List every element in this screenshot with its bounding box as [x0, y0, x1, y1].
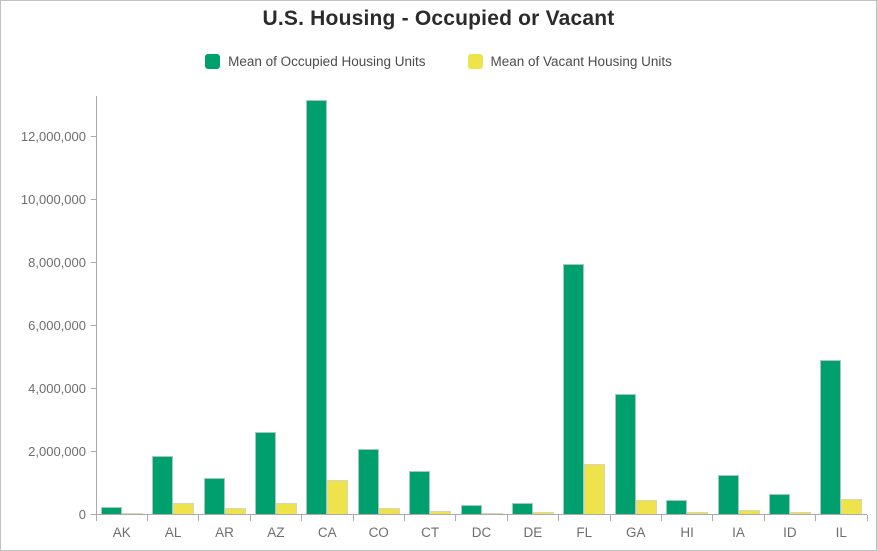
bar-co-vacant[interactable]	[378, 508, 400, 514]
y-axis-tick	[91, 198, 96, 200]
x-axis-line	[96, 514, 867, 515]
bar-ar-occupied[interactable]	[203, 478, 225, 514]
y-axis-tick-label: 8,000,000	[28, 254, 86, 270]
x-axis-tick	[866, 515, 868, 521]
x-axis-category-label: IA	[732, 525, 745, 540]
x-axis-category-label: GA	[625, 525, 646, 540]
x-axis-tick	[455, 515, 457, 521]
bar-id-occupied[interactable]	[768, 494, 790, 514]
x-axis-category-label: HI	[680, 525, 694, 540]
bar-dc-vacant[interactable]	[481, 513, 503, 514]
bar-dc-occupied[interactable]	[460, 505, 482, 514]
x-axis-category-label: CO	[368, 525, 389, 540]
y-axis-tick	[91, 513, 96, 515]
y-axis-tick-label: 0	[78, 506, 86, 522]
occupied-swatch-icon	[205, 54, 221, 69]
bar-fl-vacant[interactable]	[584, 464, 606, 514]
bar-ia-vacant[interactable]	[738, 510, 760, 514]
bar-il-occupied[interactable]	[820, 360, 842, 514]
bar-az-vacant[interactable]	[275, 503, 297, 514]
x-axis-category-label: AL	[164, 525, 182, 540]
y-axis-tick	[91, 261, 96, 263]
y-axis-tick	[91, 324, 96, 326]
bar-de-vacant[interactable]	[532, 512, 554, 514]
x-axis-tick	[249, 515, 251, 521]
legend-label-occupied: Mean of Occupied Housing Units	[228, 54, 426, 69]
bar-hi-vacant[interactable]	[687, 512, 709, 514]
y-axis-tick	[91, 387, 96, 389]
y-axis-tick-label: 6,000,000	[28, 317, 86, 333]
x-axis-tick	[712, 515, 714, 521]
bar-ct-occupied[interactable]	[409, 471, 431, 514]
x-axis-tick	[146, 515, 148, 521]
bar-al-vacant[interactable]	[173, 503, 195, 514]
y-axis-tick-label: 4,000,000	[28, 380, 86, 396]
y-axis-tick	[91, 135, 96, 137]
bar-hi-occupied[interactable]	[666, 500, 688, 514]
x-axis-tick	[352, 515, 354, 521]
bar-co-occupied[interactable]	[357, 449, 379, 514]
legend-item-vacant[interactable]: Mean of Vacant Housing Units	[467, 54, 672, 69]
legend-item-occupied[interactable]: Mean of Occupied Housing Units	[205, 54, 426, 69]
legend-label-vacant: Mean of Vacant Housing Units	[490, 54, 672, 69]
x-axis-category-label: DE	[523, 525, 543, 540]
bar-ga-occupied[interactable]	[614, 394, 636, 514]
x-axis-category-label: ID	[783, 525, 797, 540]
plot-area: 0 2,000,000 4,000,000 6,000,000 8,000,000 10,…	[21, 96, 868, 540]
x-axis-category-label: AR	[215, 525, 234, 540]
bar-il-vacant[interactable]	[841, 499, 863, 514]
bar-ak-occupied[interactable]	[100, 507, 122, 514]
bar-ct-vacant[interactable]	[430, 511, 452, 514]
bar-ga-vacant[interactable]	[635, 500, 657, 514]
bar-de-occupied[interactable]	[511, 503, 533, 514]
chart-title: U.S. Housing - Occupied or Vacant	[262, 7, 615, 30]
x-axis-tick	[609, 515, 611, 521]
x-axis-category-label: CT	[421, 525, 440, 540]
bar-ca-occupied[interactable]	[306, 100, 328, 514]
x-axis-category-label: AK	[112, 525, 131, 540]
x-axis-category-label: FL	[576, 525, 593, 540]
x-axis-tick	[660, 515, 662, 521]
bar-ak-vacant[interactable]	[121, 513, 143, 514]
x-axis-category-label: CA	[317, 525, 337, 540]
x-axis-category-label: DC	[471, 525, 492, 540]
x-axis-category-label: AZ	[267, 525, 285, 540]
bar-ca-vacant[interactable]	[327, 480, 349, 514]
y-axis-tick-label: 10,000,000	[20, 191, 86, 207]
y-axis-tick-label: 12,000,000	[20, 128, 86, 144]
vacant-swatch-icon	[467, 54, 483, 69]
x-axis-tick	[506, 515, 508, 521]
x-axis-tick	[198, 515, 200, 521]
x-axis-category-label: IL	[835, 525, 847, 540]
y-axis-tick-label: 2,000,000	[28, 443, 86, 459]
bar-al-occupied[interactable]	[152, 456, 174, 514]
x-axis-tick	[763, 515, 765, 521]
x-axis-tick	[301, 515, 303, 521]
x-axis-tick	[403, 515, 405, 521]
bar-fl-occupied[interactable]	[563, 264, 585, 514]
bar-ar-vacant[interactable]	[224, 508, 246, 514]
y-axis-tick	[91, 450, 96, 452]
chart-legend: Mean of Occupied Housing Units Mean of V…	[1, 54, 876, 69]
x-axis-tick	[95, 515, 97, 521]
x-axis-tick	[815, 515, 817, 521]
y-axis-line	[96, 96, 97, 514]
bar-ia-occupied[interactable]	[717, 475, 739, 514]
bar-az-occupied[interactable]	[254, 432, 276, 514]
x-axis-tick	[558, 515, 560, 521]
bar-id-vacant[interactable]	[789, 512, 811, 514]
